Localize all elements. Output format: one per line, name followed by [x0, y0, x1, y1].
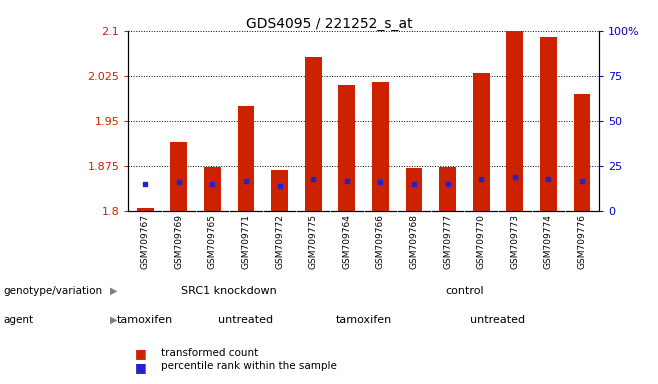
Text: tamoxifen: tamoxifen: [117, 314, 173, 325]
Bar: [271, 170, 288, 211]
Text: agent: agent: [3, 314, 34, 325]
Text: GSM709766: GSM709766: [376, 214, 385, 270]
Text: GSM709775: GSM709775: [309, 214, 318, 270]
Text: SRC1 knockdown: SRC1 knockdown: [181, 286, 277, 296]
Text: untreated: untreated: [218, 314, 274, 325]
Text: GSM709767: GSM709767: [141, 214, 149, 270]
Text: GSM709771: GSM709771: [241, 214, 251, 270]
Text: GSM709765: GSM709765: [208, 214, 217, 270]
Bar: [305, 56, 322, 211]
Text: GDS4095 / 221252_s_at: GDS4095 / 221252_s_at: [245, 17, 413, 31]
Bar: [238, 106, 255, 211]
Bar: [405, 168, 422, 211]
Text: ■: ■: [135, 361, 147, 374]
Text: GSM709777: GSM709777: [443, 214, 452, 270]
Text: GSM709764: GSM709764: [342, 214, 351, 269]
Text: GSM709776: GSM709776: [578, 214, 586, 270]
Bar: [574, 94, 590, 211]
Text: genotype/variation: genotype/variation: [3, 286, 103, 296]
Text: untreated: untreated: [470, 314, 526, 325]
Bar: [204, 167, 220, 211]
Bar: [372, 82, 389, 211]
Text: transformed count: transformed count: [161, 348, 259, 358]
Text: GSM709774: GSM709774: [544, 214, 553, 269]
Bar: [540, 37, 557, 211]
Text: GSM709768: GSM709768: [409, 214, 418, 270]
Text: GSM709773: GSM709773: [510, 214, 519, 270]
Bar: [439, 167, 456, 211]
Bar: [472, 73, 490, 211]
Bar: [507, 31, 523, 211]
Text: control: control: [445, 286, 484, 296]
Text: GSM709769: GSM709769: [174, 214, 183, 270]
Text: GSM709770: GSM709770: [476, 214, 486, 270]
Text: ▶: ▶: [110, 314, 117, 325]
Bar: [338, 85, 355, 211]
Text: percentile rank within the sample: percentile rank within the sample: [161, 361, 337, 371]
Text: ■: ■: [135, 348, 147, 361]
Text: ▶: ▶: [110, 286, 117, 296]
Bar: [170, 142, 187, 211]
Text: tamoxifen: tamoxifen: [336, 314, 392, 325]
Bar: [137, 208, 153, 211]
Text: GSM709772: GSM709772: [275, 214, 284, 269]
